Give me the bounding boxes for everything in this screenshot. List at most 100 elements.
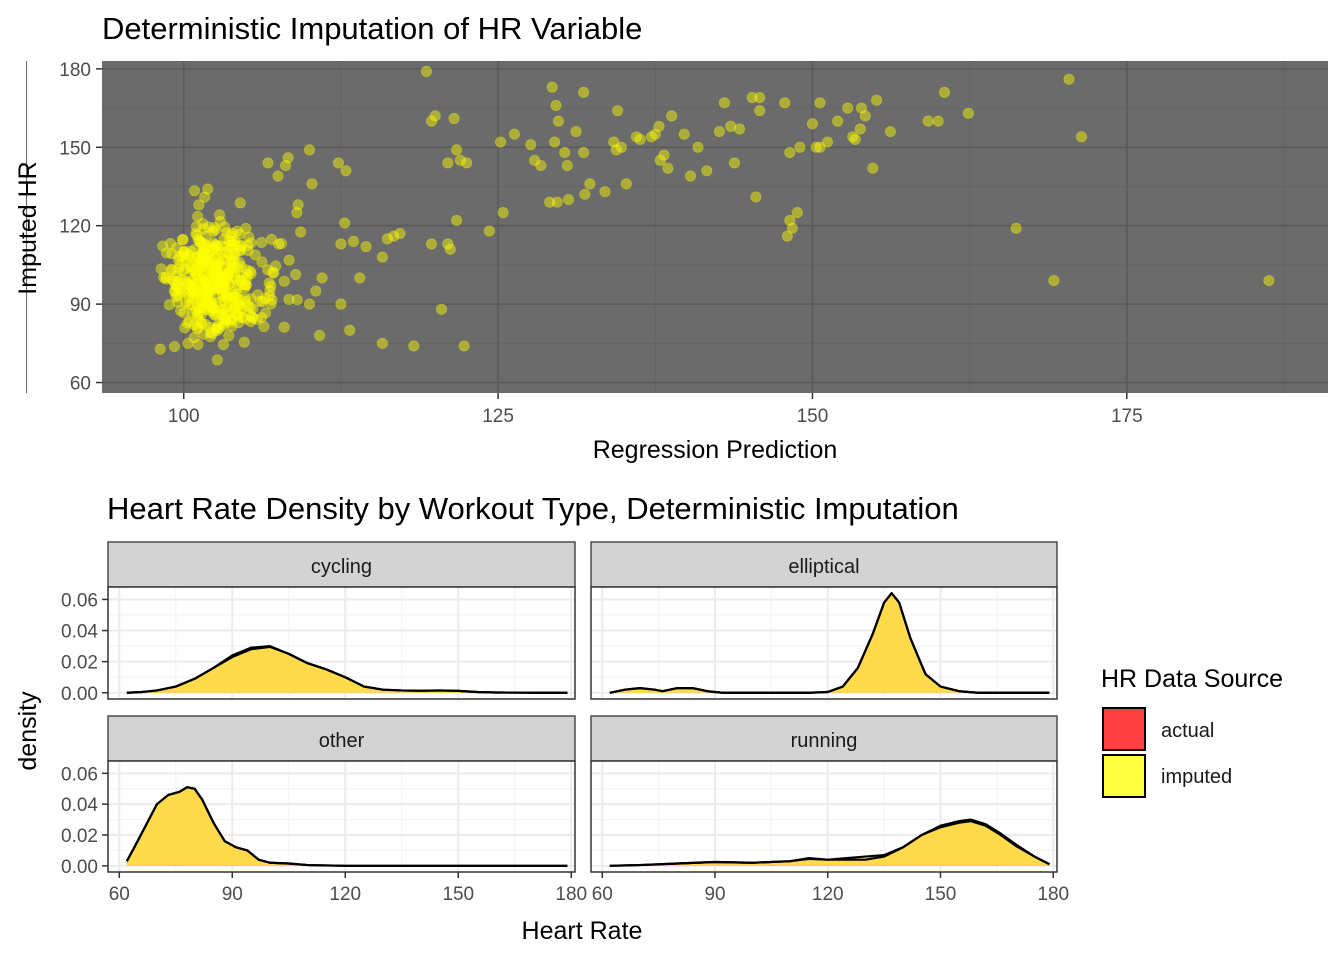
scatter-point	[189, 284, 202, 296]
scatter-point	[662, 162, 674, 174]
scatter-point	[197, 257, 209, 269]
facet-other: other 0.00 0.02 0.04 0.06 60 90 120 150 180	[61, 715, 587, 905]
scatter-point	[180, 277, 193, 289]
scatter-point	[184, 260, 197, 272]
scatter-point	[196, 248, 208, 260]
scatter-point	[306, 178, 318, 190]
scatter-point	[179, 252, 191, 265]
scatter-point	[238, 336, 250, 348]
scatter-point	[226, 320, 238, 332]
facet-strip-label: running	[791, 730, 858, 752]
scatter-point	[204, 326, 217, 339]
scatter-point	[182, 337, 194, 349]
scatter-point	[237, 270, 249, 283]
scatter-point	[179, 322, 191, 334]
scatter-point	[222, 267, 234, 279]
scatter-point	[220, 227, 233, 239]
scatter-point	[360, 241, 372, 253]
scatter-point	[200, 277, 212, 289]
scatter-point	[204, 286, 216, 298]
scatter-point	[211, 283, 223, 295]
scatter-point	[190, 221, 203, 233]
scatter-point	[239, 293, 251, 305]
scatter-point	[227, 288, 239, 300]
scatter-x-tick-label: 100	[168, 406, 200, 427]
scatter-point	[226, 291, 239, 303]
scatter-point	[188, 185, 201, 197]
scatter-point	[442, 157, 454, 169]
scatter-point	[222, 269, 234, 281]
scatter-point	[234, 275, 246, 287]
scatter-point	[198, 245, 210, 257]
scatter-point	[219, 286, 231, 298]
facet-strip	[590, 715, 1058, 762]
scatter-point	[376, 337, 389, 349]
scatter-point	[204, 273, 217, 285]
scatter-point	[244, 301, 256, 314]
facet-x-tick-label: 150	[925, 884, 957, 905]
scatter-point	[268, 267, 280, 279]
legend-label-imputed: imputed	[1161, 766, 1232, 788]
scatter-point	[216, 303, 228, 316]
scatter-point	[1048, 274, 1060, 287]
scatter-point	[239, 313, 252, 325]
scatter-point	[225, 240, 237, 252]
scatter-point	[210, 266, 222, 278]
scatter-point	[229, 299, 241, 312]
scatter-point	[193, 252, 206, 265]
scatter-point	[185, 298, 197, 311]
density-line-imputed	[125, 786, 568, 867]
scatter-point	[483, 225, 495, 237]
scatter-point	[231, 288, 243, 300]
scatter-point	[265, 298, 277, 310]
scatter-point	[224, 314, 236, 326]
scatter-point	[209, 258, 221, 270]
scatter-point	[169, 285, 181, 298]
facet-strip-label: cycling	[311, 556, 372, 578]
scatter-point	[183, 249, 195, 261]
scatter-point	[283, 254, 295, 266]
scatter-point	[229, 267, 241, 279]
density-title: Heart Rate Density by Workout Type, Dete…	[107, 491, 959, 526]
scatter-point	[192, 299, 204, 311]
scatter-point	[174, 259, 186, 271]
scatter-point	[344, 324, 356, 336]
scatter-point	[199, 191, 211, 203]
scatter-point	[292, 199, 304, 211]
scatter-point	[205, 305, 217, 317]
scatter-point	[194, 275, 207, 287]
scatter-point	[195, 303, 207, 315]
scatter-point	[207, 225, 219, 238]
scatter-point	[180, 296, 192, 309]
scatter-point	[262, 157, 274, 169]
scatter-point	[653, 120, 665, 132]
scatter-point	[495, 136, 507, 148]
scatter-point	[535, 159, 547, 172]
scatter-point	[442, 238, 454, 250]
scatter-point	[171, 280, 183, 292]
scatter-point	[191, 252, 203, 264]
scatter-point	[235, 240, 247, 252]
facet-strip	[107, 715, 576, 762]
scatter-point	[208, 308, 220, 321]
scatter-point	[240, 279, 252, 291]
scatter-point	[235, 260, 247, 272]
scatter-point	[198, 223, 210, 235]
scatter-point	[235, 239, 247, 252]
scatter-point	[190, 305, 202, 317]
scatter-point	[354, 272, 366, 284]
scatter-point	[190, 268, 202, 280]
scatter-point	[222, 294, 234, 307]
scatter-point	[231, 225, 243, 237]
scatter-point	[211, 269, 223, 281]
scatter-point	[176, 286, 188, 298]
scatter-point	[200, 297, 212, 309]
scatter-point	[176, 250, 188, 262]
scatter-point	[781, 230, 793, 242]
scatter-point	[215, 265, 227, 278]
scatter-point	[226, 242, 238, 254]
scatter-point	[546, 81, 558, 93]
scatter-y-tick-label: 150	[59, 138, 91, 159]
scatter-point	[198, 281, 211, 293]
scatter-point	[211, 321, 223, 334]
